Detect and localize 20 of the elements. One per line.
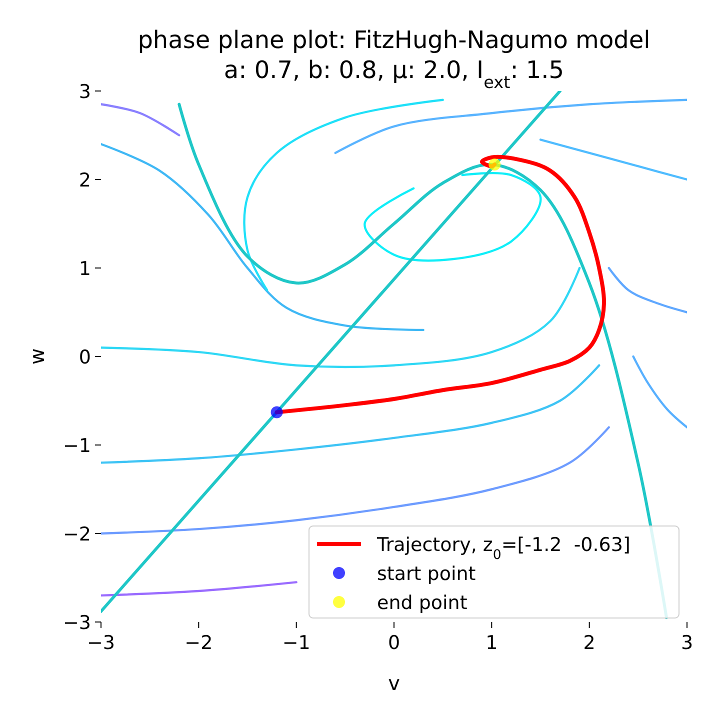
y-tick-label: 3 xyxy=(78,81,91,103)
x-tick-label: 2 xyxy=(583,632,596,654)
y-tick-label: 2 xyxy=(78,170,91,192)
y-tick-label: −2 xyxy=(62,524,91,546)
y-axis-title: w xyxy=(25,348,49,365)
y-tick-label: 1 xyxy=(78,258,91,280)
x-axis-title: v xyxy=(388,671,400,695)
x-tick-label: 3 xyxy=(680,632,694,654)
x-tick-label: 1 xyxy=(486,632,498,654)
y-tick-label: −3 xyxy=(62,612,91,634)
legend-label: Trajectory, z$_{0}$=[-1.2 -0.63] xyxy=(376,534,630,562)
y-tick-label: −1 xyxy=(62,435,91,457)
x-tick-label: −1 xyxy=(282,632,310,654)
legend-label: end point xyxy=(377,592,468,614)
legend-label: start point xyxy=(377,563,476,585)
y-tick-label: 0 xyxy=(78,346,91,368)
x-tick-label: −2 xyxy=(184,632,213,654)
chart-subtitle: a: 0.7, b: 0.8, μ: 2.0, I$_{ext}$: 1.5 xyxy=(224,56,564,92)
x-tick-label: 0 xyxy=(388,632,400,654)
chart-title: phase plane plot: FitzHugh-Nagumo model xyxy=(138,26,650,54)
